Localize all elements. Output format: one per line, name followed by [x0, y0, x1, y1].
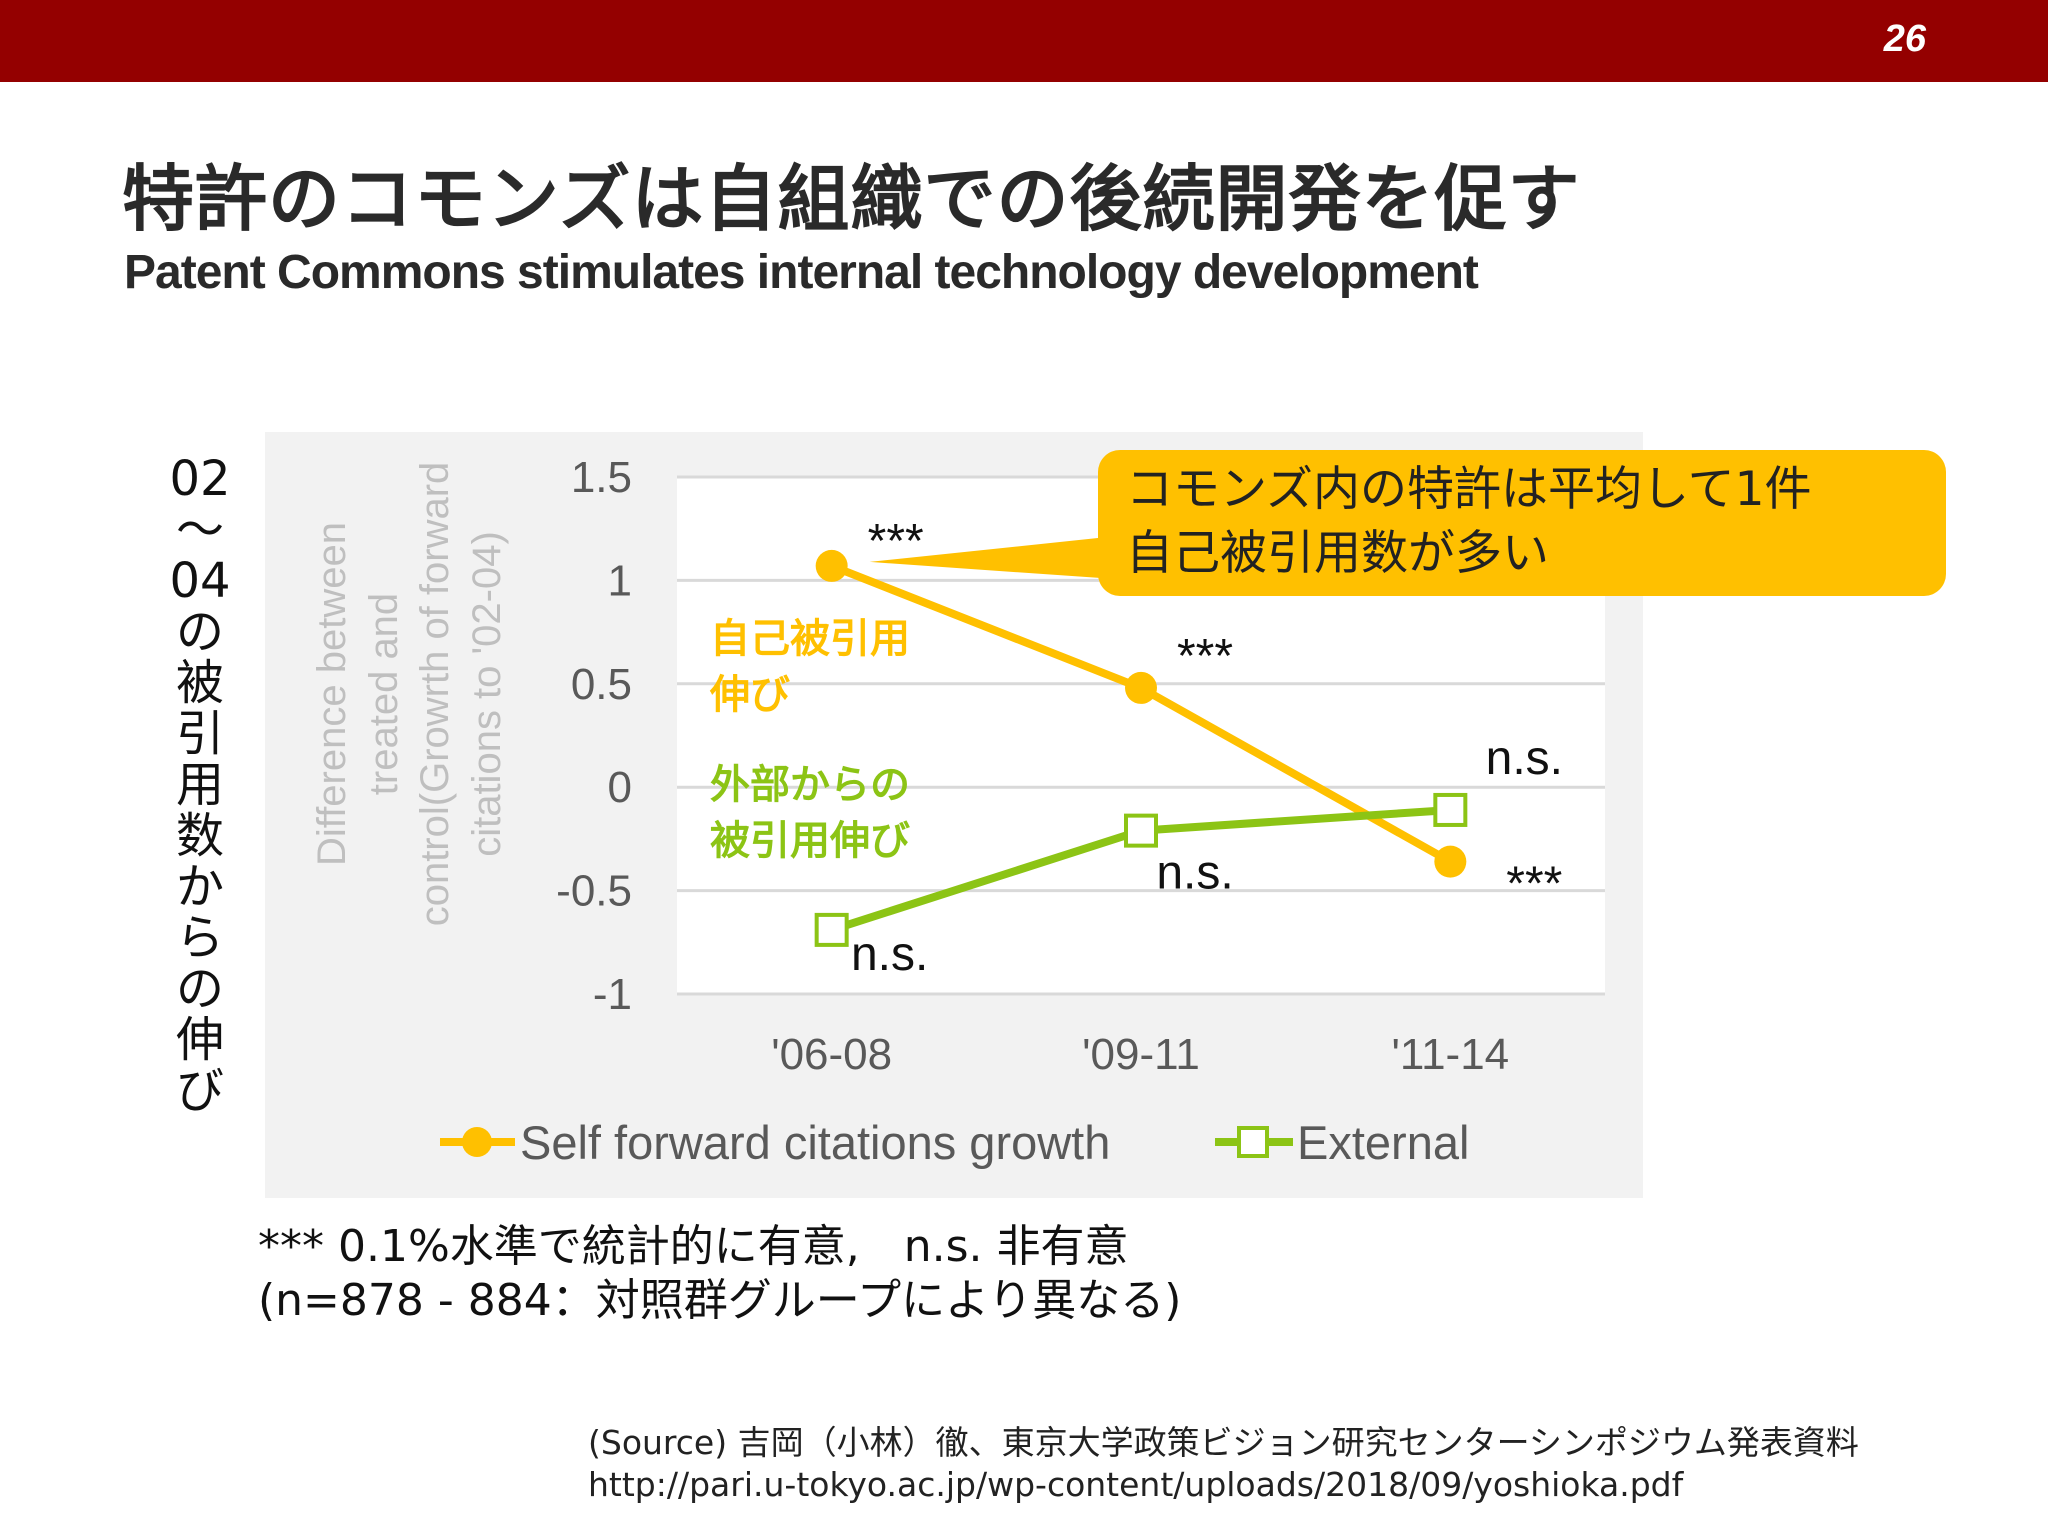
y-tick-label: -0.5 [556, 867, 632, 916]
data-point-external [1433, 792, 1468, 827]
slide-title-ja: 特許のコモンズは自組織での後続開発を促す [122, 157, 1581, 241]
source-url: http://pari.u-tokyo.ac.jp/wp-content/upl… [588, 1465, 1684, 1504]
page-number: 26 [1883, 18, 1926, 60]
x-tick-label: '09-11 [1082, 1030, 1200, 1079]
x-tick-label: '06-08 [771, 1030, 892, 1079]
footnote-sample-size: (n=878 - 884：対照群グループにより異なる) [258, 1275, 1182, 1326]
slide-title-en: Patent Commons stimulates internal techn… [124, 246, 1479, 299]
legend-marker-external [1237, 1126, 1269, 1158]
y-tick-label: 1.5 [571, 453, 632, 502]
inline-label-external: 被引用伸び [710, 818, 910, 864]
legend-label-external: External [1297, 1116, 1469, 1169]
x-tick-label: '11-14 [1391, 1030, 1509, 1079]
vertical-caption-char: び [175, 1063, 224, 1119]
vertical-caption-char: か [175, 859, 224, 915]
data-point-external [814, 912, 849, 947]
vertical-caption-char: ら [175, 910, 224, 966]
significance-label-external: n.s. [1156, 847, 1233, 900]
y-tick-label: 1 [608, 556, 632, 605]
data-point-self [1434, 845, 1467, 878]
header-bar: 26 [0, 0, 2048, 82]
vertical-caption-char: 04 [169, 553, 231, 609]
inline-label-self: 自己被引用 [710, 616, 910, 662]
callout-line-2: 自己被引用数が多い [1126, 526, 1549, 581]
vertical-caption-char: 伸 [175, 1012, 224, 1068]
data-point-self [815, 549, 848, 582]
y-axis-title-line: treated and [362, 593, 406, 795]
legend-label-self: Self forward citations growth [520, 1116, 1110, 1169]
vertical-caption-char: 〜 [175, 502, 224, 558]
vertical-caption-char: の [175, 604, 224, 660]
source-citation: (Source) 吉岡（小林）徹、東京大学政策ビジョン研究センターシンポジウム発… [588, 1422, 1859, 1506]
significance-label-self: *** [868, 515, 924, 568]
vertical-caption-char: 被 [175, 655, 224, 711]
callout-box: コモンズ内の特許は平均して1件 自己被引用数が多い [1098, 450, 1946, 596]
significance-label-external: n.s. [851, 928, 928, 981]
vertical-caption-char: の [175, 961, 224, 1017]
y-axis-title-line: Difference between [310, 522, 354, 866]
vertical-caption-char: 数 [175, 808, 224, 864]
y-tick-label: -1 [593, 970, 632, 1019]
vertical-axis-caption: 02 〜 04 の 被 引 用 数 か ら の 伸 び [165, 455, 235, 1118]
inline-label-self: 伸び [709, 672, 790, 718]
significance-label-self: *** [1506, 858, 1562, 911]
inline-label-external: 外部からの [710, 762, 910, 808]
data-point-self [1125, 671, 1157, 704]
callout-pointer [869, 537, 1099, 578]
footnote: *** 0.1%水準で統計的に有意, n.s. 非有意 (n=878 - 884… [258, 1220, 1181, 1328]
vertical-caption-char: 用 [175, 757, 224, 813]
y-axis-title-line: citations to '02-04) [465, 531, 509, 857]
source-text: (Source) 吉岡（小林）徹、東京大学政策ビジョン研究センターシンポジウム発… [588, 1423, 1859, 1462]
legend-marker-self [462, 1127, 492, 1157]
significance-label-self: *** [1177, 630, 1233, 683]
footnote-significance: *** 0.1%水準で統計的に有意, n.s. 非有意 [258, 1221, 1129, 1272]
significance-label-external: n.s. [1486, 732, 1563, 785]
vertical-caption-char: 引 [175, 706, 224, 762]
y-axis-title-line: control(Growrth of forward [413, 462, 457, 927]
callout-line-1: コモンズ内の特許は平均して1件 [1126, 462, 1812, 517]
y-tick-label: 0 [608, 763, 632, 812]
vertical-caption-char: 02 [169, 451, 231, 507]
y-tick-label: 0.5 [571, 660, 632, 709]
data-point-external [1124, 813, 1158, 848]
